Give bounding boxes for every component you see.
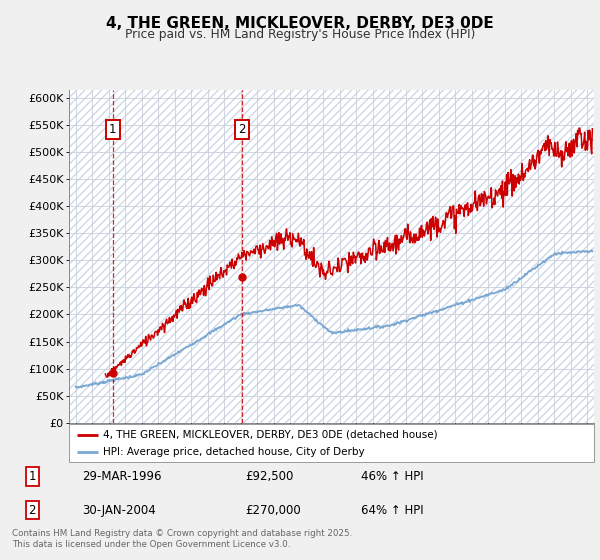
Text: 29-MAR-1996: 29-MAR-1996 [82, 470, 161, 483]
Text: 64% ↑ HPI: 64% ↑ HPI [361, 504, 424, 517]
Text: 1: 1 [109, 123, 116, 136]
Text: £92,500: £92,500 [245, 470, 293, 483]
Text: Price paid vs. HM Land Registry's House Price Index (HPI): Price paid vs. HM Land Registry's House … [125, 28, 475, 41]
Text: 4, THE GREEN, MICKLEOVER, DERBY, DE3 0DE: 4, THE GREEN, MICKLEOVER, DERBY, DE3 0DE [106, 16, 494, 31]
Text: 2: 2 [29, 504, 36, 517]
Text: 4, THE GREEN, MICKLEOVER, DERBY, DE3 0DE (detached house): 4, THE GREEN, MICKLEOVER, DERBY, DE3 0DE… [103, 430, 438, 440]
Text: HPI: Average price, detached house, City of Derby: HPI: Average price, detached house, City… [103, 447, 365, 458]
Text: Contains HM Land Registry data © Crown copyright and database right 2025.
This d: Contains HM Land Registry data © Crown c… [12, 529, 352, 549]
Text: 2: 2 [238, 123, 246, 136]
Bar [69, 90, 594, 423]
Text: 30-JAN-2004: 30-JAN-2004 [82, 504, 155, 517]
Text: 46% ↑ HPI: 46% ↑ HPI [361, 470, 424, 483]
Text: 1: 1 [29, 470, 36, 483]
Text: £270,000: £270,000 [245, 504, 301, 517]
